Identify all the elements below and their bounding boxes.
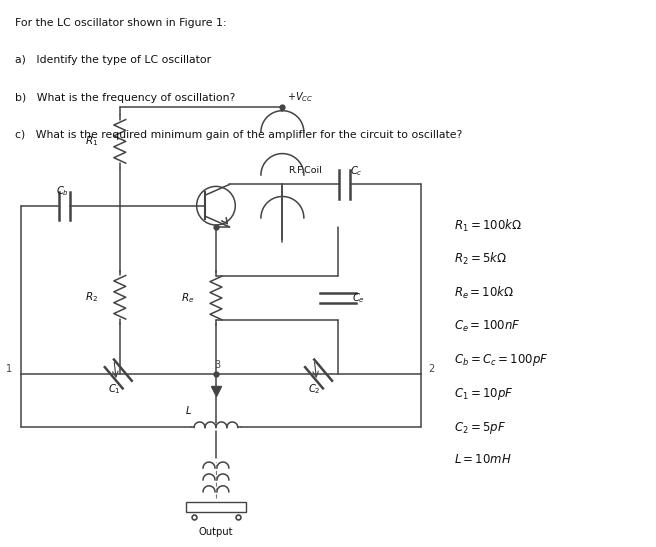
Text: $C_c$: $C_c$ — [350, 165, 363, 178]
Text: $L = 10mH$: $L = 10mH$ — [454, 453, 512, 466]
Text: c)   What is the required minimum gain of the amplifier for the circuit to oscil: c) What is the required minimum gain of … — [14, 131, 462, 141]
Text: 1: 1 — [6, 364, 12, 374]
Text: 3: 3 — [214, 360, 220, 370]
Text: $C_b$: $C_b$ — [56, 184, 69, 197]
Text: $C_e$: $C_e$ — [352, 291, 365, 305]
Text: Output: Output — [199, 527, 233, 537]
Text: $C_1 = 10pF$: $C_1 = 10pF$ — [454, 386, 514, 402]
Text: $C_b = C_c = 100pF$: $C_b = C_c = 100pF$ — [454, 352, 548, 368]
Text: $C_2$: $C_2$ — [308, 382, 321, 395]
Text: For the LC oscillator shown in Figure 1:: For the LC oscillator shown in Figure 1: — [14, 18, 226, 28]
Text: $R_2 = 5k\Omega$: $R_2 = 5k\Omega$ — [454, 251, 507, 267]
Text: $C_1$: $C_1$ — [108, 382, 121, 395]
Text: $R_1 = 100k\Omega$: $R_1 = 100k\Omega$ — [454, 218, 522, 234]
Text: b)   What is the frequency of oscillation?: b) What is the frequency of oscillation? — [14, 93, 235, 103]
Text: R.F.Coil: R.F.Coil — [289, 166, 322, 174]
Text: $R_e = 10k\Omega$: $R_e = 10k\Omega$ — [454, 285, 514, 301]
Text: $R_e$: $R_e$ — [181, 291, 194, 305]
Text: $C_2 = 5pF$: $C_2 = 5pF$ — [454, 420, 506, 435]
Text: $L$: $L$ — [185, 404, 192, 416]
Text: 2: 2 — [428, 364, 434, 374]
Text: $R_1$: $R_1$ — [85, 135, 98, 148]
Text: $R_2$: $R_2$ — [85, 290, 98, 304]
Text: $+V_{CC}$: $+V_{CC}$ — [287, 90, 314, 103]
Text: a)   Identify the type of LC oscillator: a) Identify the type of LC oscillator — [14, 55, 211, 65]
FancyBboxPatch shape — [186, 502, 246, 511]
Text: $C_e = 100nF$: $C_e = 100nF$ — [454, 318, 521, 334]
